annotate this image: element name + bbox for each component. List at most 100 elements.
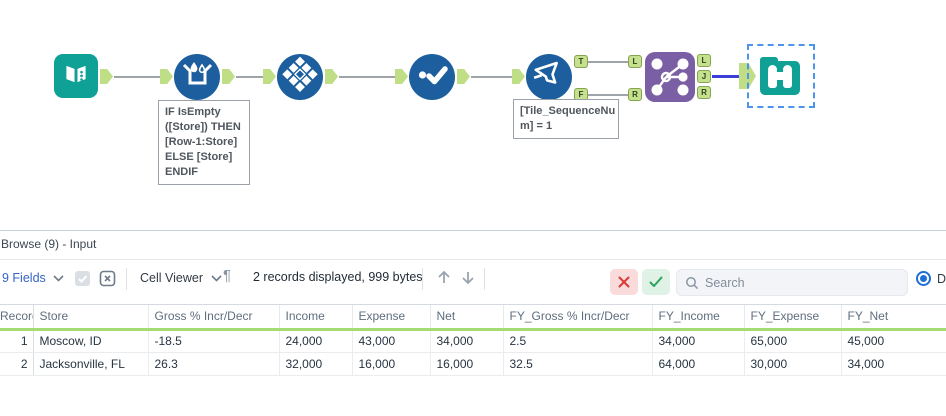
filter-true-output-anchor[interactable]: T xyxy=(574,55,588,68)
connection-filter-false-join[interactable] xyxy=(588,94,628,96)
records-displayed-label: 2 records displayed, 999 bytes xyxy=(253,270,423,284)
results-toolbar: 9 Fields Cell Viewer ¶ 2 record xyxy=(0,260,946,303)
search-field[interactable] xyxy=(676,269,908,296)
success-filter-button[interactable] xyxy=(642,269,670,295)
column-header-expense[interactable]: Expense xyxy=(352,305,431,331)
cell-gross: 26.3 xyxy=(148,352,280,376)
select-input-anchor[interactable] xyxy=(395,69,408,84)
errors-filter-button[interactable] xyxy=(610,269,638,295)
filter-input-anchor[interactable] xyxy=(512,69,525,84)
cell-income: 32,000 xyxy=(279,352,353,376)
table-row[interactable]: 1 Moscow, ID -18.5 24,000 43,000 34,000 … xyxy=(0,329,946,353)
workflow-canvas[interactable]: IF IsEmpty ([Store]) THEN [Row-1:Store] … xyxy=(0,0,946,230)
column-header-net[interactable]: Net xyxy=(430,305,504,331)
column-header-store[interactable]: Store xyxy=(33,305,149,331)
connection-input-formula[interactable] xyxy=(114,76,160,78)
cell-gross: -18.5 xyxy=(148,329,280,353)
tile-output-anchor[interactable] xyxy=(325,69,338,84)
results-grid: Record Store Gross % Incr/Decr Income Ex… xyxy=(0,305,946,380)
fields-dropdown-label: 9 Fields xyxy=(2,271,46,285)
input-data-tool[interactable] xyxy=(54,54,98,98)
column-header-fy-income[interactable]: FY_Income xyxy=(652,305,745,331)
formula-input-anchor[interactable] xyxy=(160,69,173,84)
record-number-cell: 2 xyxy=(0,352,34,376)
search-prev-button[interactable] xyxy=(436,269,452,291)
formula-beaker-icon xyxy=(174,52,220,103)
search-next-button[interactable] xyxy=(460,269,476,291)
results-panel-title: Browse (9) - Input xyxy=(1,237,97,251)
filter-tool[interactable] xyxy=(526,54,572,100)
select-checkmark-icon xyxy=(409,52,455,103)
column-header-record[interactable]: Record xyxy=(0,305,34,331)
cell-fy-gross: 32.5 xyxy=(503,352,653,376)
select-tool[interactable] xyxy=(409,54,455,100)
toolbar-divider xyxy=(126,268,127,290)
connection-formula-tile[interactable] xyxy=(236,76,263,78)
connection-tile-select[interactable] xyxy=(339,76,395,78)
cell-fy-expense: 30,000 xyxy=(744,352,842,376)
toolbar-divider xyxy=(484,268,485,290)
formula-output-anchor[interactable] xyxy=(222,69,235,84)
tile-tool[interactable] xyxy=(277,54,323,100)
cell-net: 34,000 xyxy=(430,329,504,353)
column-header-fy-net[interactable]: FY_Net xyxy=(841,305,946,331)
column-header-fy-expense[interactable]: FY_Expense xyxy=(744,305,842,331)
connection-select-filter[interactable] xyxy=(471,76,512,78)
toolbar-divider xyxy=(422,268,423,290)
show-whitespace-button[interactable]: ¶ xyxy=(223,267,232,284)
record-number-cell: 1 xyxy=(0,329,34,353)
cell-fy-income: 34,000 xyxy=(652,329,745,353)
join-left-input-anchor[interactable]: L xyxy=(628,55,642,68)
connection-join-browse-selected[interactable] xyxy=(712,75,740,78)
join-right-input-anchor[interactable]: R xyxy=(628,88,642,101)
cell-fy-expense: 65,000 xyxy=(744,329,842,353)
panel-top-divider xyxy=(0,230,946,231)
data-radio-label: Data xyxy=(937,271,946,286)
column-header-income[interactable]: Income xyxy=(279,305,353,331)
filter-annotation[interactable]: [Tile_SequenceNu m] = 1 xyxy=(513,99,619,139)
table-top-border xyxy=(0,304,946,305)
cell-viewer-dropdown[interactable]: Cell Viewer xyxy=(140,269,222,287)
tile-diamonds-icon xyxy=(277,52,323,103)
cell-store: Jacksonville, FL xyxy=(33,352,149,376)
cell-fy-net: 45,000 xyxy=(841,329,946,353)
join-tool[interactable] xyxy=(645,52,695,102)
join-join-output-anchor[interactable]: J xyxy=(697,70,711,83)
browse-selection-box xyxy=(747,44,815,108)
browse-tool[interactable] xyxy=(757,52,803,98)
radio-selected-icon xyxy=(916,271,931,286)
cell-expense: 43,000 xyxy=(352,329,431,353)
cell-viewer-label: Cell Viewer xyxy=(140,271,203,285)
data-radio[interactable]: Data xyxy=(916,271,946,286)
filter-funnel-icon xyxy=(526,52,572,103)
formula-tool[interactable] xyxy=(174,54,220,100)
select-all-fields-button[interactable] xyxy=(74,270,91,292)
formula-annotation[interactable]: IF IsEmpty ([Store]) THEN [Row-1:Store] … xyxy=(158,100,250,185)
column-header-fy-gross[interactable]: FY_Gross % Incr/Decr xyxy=(503,305,653,331)
input-data-output-anchor[interactable] xyxy=(100,69,113,84)
chevron-down-icon xyxy=(53,269,64,287)
column-header-gross[interactable]: Gross % Incr/Decr xyxy=(148,305,280,331)
tile-input-anchor[interactable] xyxy=(263,69,276,84)
connection-filter-true-join[interactable] xyxy=(588,61,628,63)
title-divider xyxy=(0,259,946,260)
search-input[interactable] xyxy=(705,275,885,290)
cell-fy-net: 34,000 xyxy=(841,352,946,376)
join-right-output-anchor[interactable]: R xyxy=(697,86,711,99)
deselect-all-fields-button[interactable] xyxy=(99,270,116,292)
select-output-anchor[interactable] xyxy=(457,69,470,84)
browse-binoculars-icon xyxy=(757,57,803,102)
cell-fy-income: 64,000 xyxy=(652,352,745,376)
cell-store: Moscow, ID xyxy=(33,329,149,353)
cell-expense: 16,000 xyxy=(352,352,431,376)
join-left-output-anchor[interactable]: L xyxy=(697,54,711,67)
chevron-down-icon xyxy=(211,269,222,287)
join-network-icon xyxy=(645,58,695,106)
search-icon xyxy=(685,276,699,290)
header-row: Record Store Gross % Incr/Decr Income Ex… xyxy=(0,305,946,331)
table-row[interactable]: 2 Jacksonville, FL 26.3 32,000 16,000 16… xyxy=(0,352,946,376)
cell-net: 16,000 xyxy=(430,352,504,376)
fields-dropdown[interactable]: 9 Fields xyxy=(2,269,64,287)
cell-income: 24,000 xyxy=(279,329,353,353)
